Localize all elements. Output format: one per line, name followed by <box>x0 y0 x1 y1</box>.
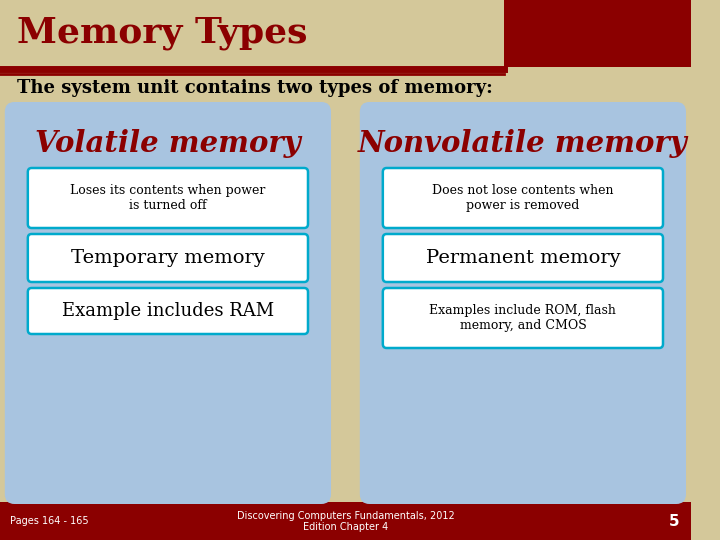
Text: Temporary memory: Temporary memory <box>71 249 265 267</box>
Text: Discovering Computers Fundamentals, 2012: Discovering Computers Fundamentals, 2012 <box>237 511 454 521</box>
Text: Edition Chapter 4: Edition Chapter 4 <box>303 522 388 532</box>
FancyBboxPatch shape <box>0 502 690 540</box>
Text: The system unit contains two types of memory:: The system unit contains two types of me… <box>17 79 493 97</box>
Text: Loses its contents when power
is turned off: Loses its contents when power is turned … <box>71 184 266 212</box>
FancyBboxPatch shape <box>383 168 663 228</box>
FancyBboxPatch shape <box>28 168 308 228</box>
FancyBboxPatch shape <box>28 288 308 334</box>
FancyBboxPatch shape <box>360 102 686 504</box>
FancyBboxPatch shape <box>383 288 663 348</box>
FancyBboxPatch shape <box>28 234 308 282</box>
Text: Does not lose contents when
power is removed: Does not lose contents when power is rem… <box>432 184 613 212</box>
Text: Example includes RAM: Example includes RAM <box>62 302 274 320</box>
Text: Volatile memory: Volatile memory <box>35 130 301 159</box>
FancyBboxPatch shape <box>5 102 331 504</box>
Text: 5: 5 <box>669 514 679 529</box>
Text: Nonvolatile memory: Nonvolatile memory <box>358 130 688 159</box>
FancyBboxPatch shape <box>383 234 663 282</box>
Text: Permanent memory: Permanent memory <box>426 249 620 267</box>
Text: Memory Types: Memory Types <box>17 16 307 50</box>
FancyBboxPatch shape <box>504 0 690 67</box>
Text: Examples include ROM, flash
memory, and CMOS: Examples include ROM, flash memory, and … <box>429 304 616 332</box>
Text: Pages 164 - 165: Pages 164 - 165 <box>9 516 89 526</box>
